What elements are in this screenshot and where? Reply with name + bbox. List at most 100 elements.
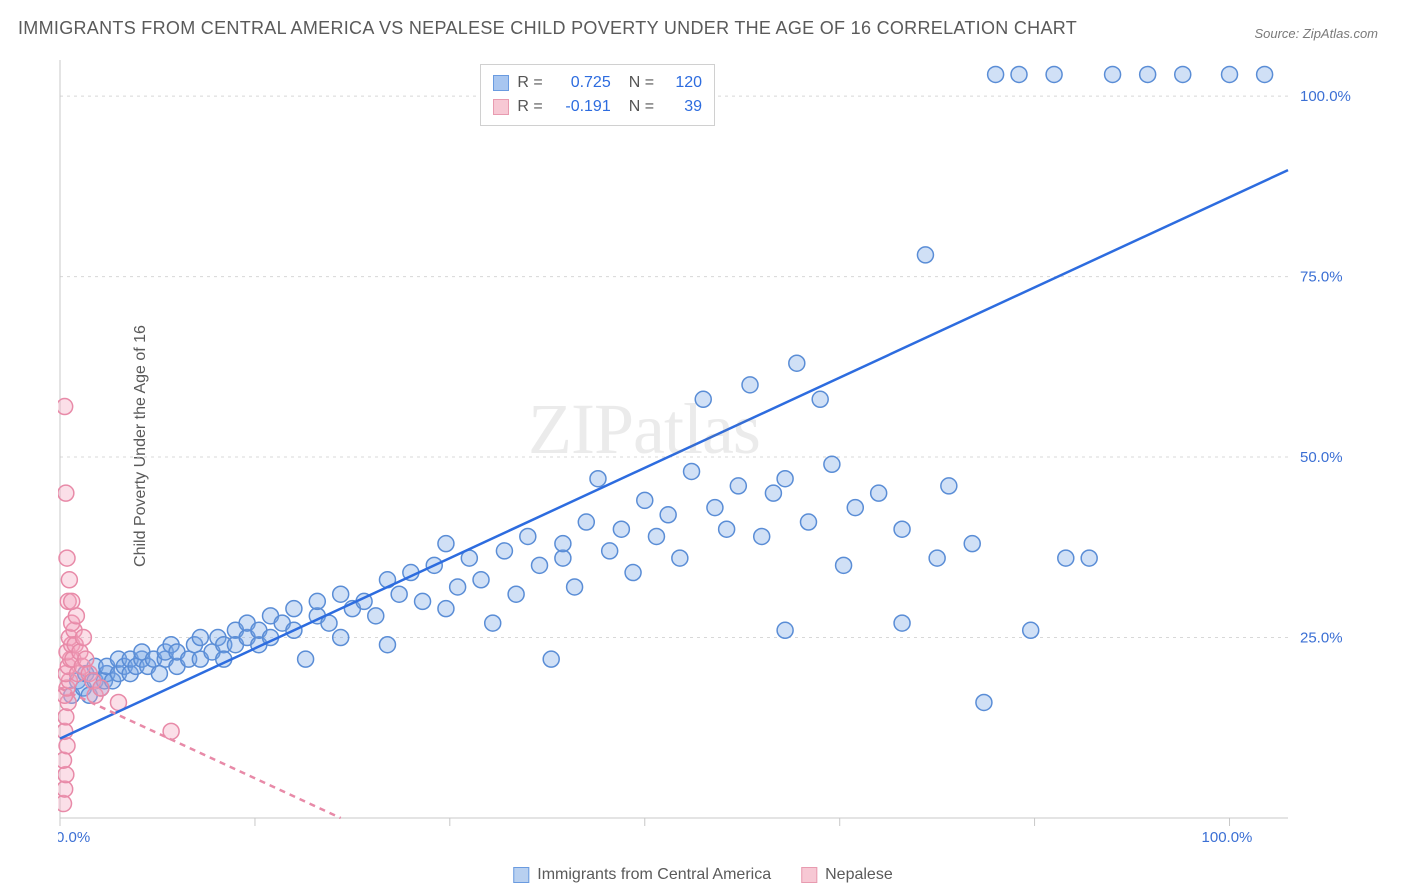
legend-swatch <box>801 867 817 883</box>
data-point <box>192 630 208 646</box>
data-point <box>941 478 957 494</box>
data-point <box>58 781 73 797</box>
x-tick-label: 100.0% <box>1202 829 1253 846</box>
data-point <box>719 521 735 537</box>
data-point <box>578 514 594 530</box>
data-point <box>58 752 72 768</box>
data-point <box>871 485 887 501</box>
data-point <box>309 593 325 609</box>
data-point <box>894 615 910 631</box>
data-point <box>964 536 980 552</box>
data-point <box>1222 66 1238 82</box>
bottom-legend: Immigrants from Central America Nepalese <box>513 866 892 884</box>
data-point <box>520 528 536 544</box>
data-point <box>450 579 466 595</box>
plot-area: 25.0%50.0%75.0%100.0%0.0%100.0% ZIPatlas… <box>58 58 1378 848</box>
data-point <box>368 608 384 624</box>
data-point <box>847 500 863 516</box>
data-point <box>917 247 933 263</box>
data-point <box>391 586 407 602</box>
data-point <box>59 738 75 754</box>
data-point <box>1023 622 1039 638</box>
y-tick-label: 25.0% <box>1300 630 1343 647</box>
stats-row: R =0.725N =120 <box>493 71 702 95</box>
data-point <box>730 478 746 494</box>
data-point <box>707 500 723 516</box>
data-point <box>777 622 793 638</box>
data-point <box>379 637 395 653</box>
data-point <box>438 601 454 617</box>
data-point <box>1105 66 1121 82</box>
trendline <box>60 170 1288 739</box>
data-point <box>1058 550 1074 566</box>
data-point <box>976 694 992 710</box>
data-point <box>555 536 571 552</box>
data-point <box>637 492 653 508</box>
legend-label: Nepalese <box>825 866 893 884</box>
data-point <box>555 550 571 566</box>
data-point <box>1011 66 1027 82</box>
data-point <box>894 521 910 537</box>
data-point <box>602 543 618 559</box>
data-point <box>58 485 74 501</box>
data-point <box>590 471 606 487</box>
data-point <box>68 608 84 624</box>
data-point <box>824 456 840 472</box>
series-swatch <box>493 99 509 115</box>
data-point <box>1140 66 1156 82</box>
data-point <box>508 586 524 602</box>
legend-item: Nepalese <box>801 866 893 884</box>
data-point <box>672 550 688 566</box>
data-point <box>438 536 454 552</box>
data-point <box>812 391 828 407</box>
data-point <box>777 471 793 487</box>
data-point <box>58 767 74 783</box>
y-tick-label: 100.0% <box>1300 88 1351 105</box>
data-point <box>754 528 770 544</box>
correlation-stats-box: R =0.725N =120R =-0.191N =39 <box>480 64 715 126</box>
data-point <box>660 507 676 523</box>
data-point <box>836 557 852 573</box>
data-point <box>485 615 501 631</box>
data-point <box>59 550 75 566</box>
data-point <box>765 485 781 501</box>
data-point <box>163 723 179 739</box>
data-point <box>151 666 167 682</box>
data-point <box>789 355 805 371</box>
data-point <box>58 709 74 725</box>
data-point <box>64 593 80 609</box>
data-point <box>625 565 641 581</box>
data-point <box>496 543 512 559</box>
data-point <box>1175 66 1191 82</box>
data-point <box>333 586 349 602</box>
data-point <box>473 572 489 588</box>
legend-swatch <box>513 867 529 883</box>
data-point <box>532 557 548 573</box>
data-point <box>298 651 314 667</box>
data-point <box>333 630 349 646</box>
data-point <box>800 514 816 530</box>
data-point <box>1081 550 1097 566</box>
x-tick-label: 0.0% <box>58 829 90 846</box>
scatter-plot-svg: 25.0% 50.0% 75.0% 100.0% 0.0% 100.0% <box>58 58 1378 848</box>
data-point <box>567 579 583 595</box>
chart-title: IMMIGRANTS FROM CENTRAL AMERICA VS NEPAL… <box>18 18 1077 39</box>
data-point <box>415 593 431 609</box>
data-point <box>1257 66 1273 82</box>
data-point <box>742 377 758 393</box>
data-point <box>93 680 109 696</box>
data-point <box>1046 66 1062 82</box>
data-point <box>543 651 559 667</box>
series-swatch <box>493 75 509 91</box>
trendline <box>60 688 341 818</box>
data-point <box>648 528 664 544</box>
data-point <box>61 572 77 588</box>
y-tick-label: 75.0% <box>1300 269 1343 286</box>
legend-label: Immigrants from Central America <box>537 866 771 884</box>
y-tick-label: 50.0% <box>1300 449 1343 466</box>
source-attribution: Source: ZipAtlas.com <box>1254 26 1378 41</box>
data-point <box>695 391 711 407</box>
data-point <box>613 521 629 537</box>
data-point <box>58 796 72 812</box>
stats-row: R =-0.191N =39 <box>493 95 702 119</box>
